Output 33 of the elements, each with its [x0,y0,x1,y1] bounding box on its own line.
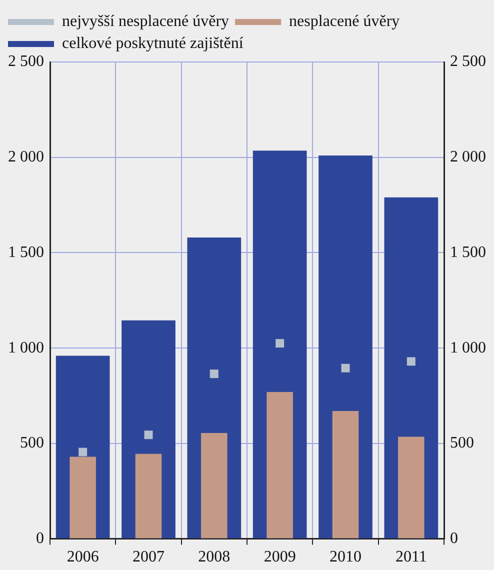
bar [398,436,424,538]
x-tick-label: 2010 [330,548,362,566]
point [406,357,416,366]
bar [266,392,293,538]
legend-label: celkové poskytnuté zajištění [62,35,244,52]
bar [135,454,162,538]
point [78,448,88,456]
x-tick-label: 2008 [198,548,230,566]
y2-tick-label: 2 000 [450,148,486,166]
x-tick-label: 2011 [395,548,427,566]
y-tick-label: 1 000 [8,339,44,356]
legend-label: nesplacené úvěry [289,13,400,30]
point [210,370,218,378]
legend-label: nejvyšší nesplacené úvěry [62,13,230,30]
y2-tick-label: 1 500 [450,244,486,261]
y-tick-label: 2 500 [8,53,44,70]
y-tick-label: 500 [20,434,44,452]
point [341,364,350,372]
y-tick-label: 1 500 [8,244,44,261]
bar [332,411,359,538]
point [276,339,284,348]
x-tick-label: 2007 [132,548,164,566]
bar [70,456,96,538]
y-tick-label: 0 [36,530,44,548]
y2-tick-label: 500 [450,434,474,452]
y2-tick-label: 0 [450,530,458,548]
x-tick-label: 2006 [66,548,99,566]
y2-tick-label: 2 500 [450,53,486,70]
y-tick-label: 2 000 [8,148,44,166]
y2-tick-label: 1 000 [450,339,486,356]
point [144,430,153,440]
x-tick-label: 2009 [264,548,296,566]
bar [201,432,228,538]
